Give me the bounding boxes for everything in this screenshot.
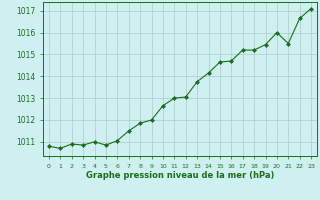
X-axis label: Graphe pression niveau de la mer (hPa): Graphe pression niveau de la mer (hPa) [86,171,274,180]
